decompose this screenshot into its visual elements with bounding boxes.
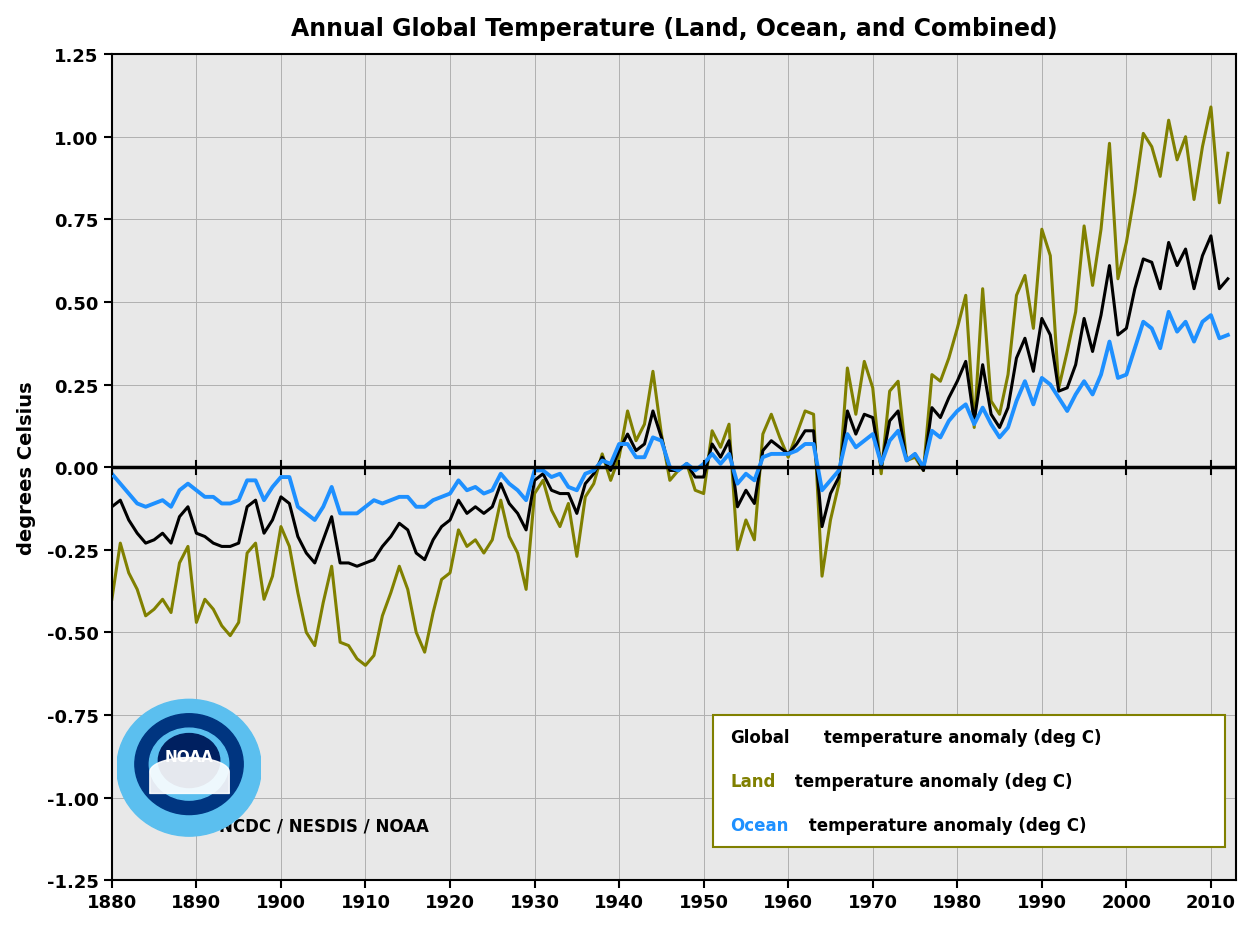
Text: temperature anomaly (deg C): temperature anomaly (deg C) bbox=[818, 728, 1102, 746]
Ellipse shape bbox=[149, 728, 229, 800]
FancyBboxPatch shape bbox=[713, 715, 1225, 847]
Text: Ocean: Ocean bbox=[730, 817, 789, 834]
Ellipse shape bbox=[158, 734, 220, 788]
Ellipse shape bbox=[134, 714, 244, 815]
Title: Annual Global Temperature (Land, Ocean, and Combined): Annual Global Temperature (Land, Ocean, … bbox=[290, 17, 1058, 41]
Text: Land: Land bbox=[730, 772, 776, 790]
Text: temperature anomaly (deg C): temperature anomaly (deg C) bbox=[804, 817, 1086, 834]
Text: NOAA: NOAA bbox=[165, 750, 214, 765]
Ellipse shape bbox=[117, 700, 261, 836]
Y-axis label: degrees Celsius: degrees Celsius bbox=[16, 380, 35, 554]
Text: temperature anomaly (deg C): temperature anomaly (deg C) bbox=[789, 772, 1073, 790]
Text: NCDC / NESDIS / NOAA: NCDC / NESDIS / NOAA bbox=[219, 817, 428, 835]
Text: Global: Global bbox=[730, 728, 790, 746]
